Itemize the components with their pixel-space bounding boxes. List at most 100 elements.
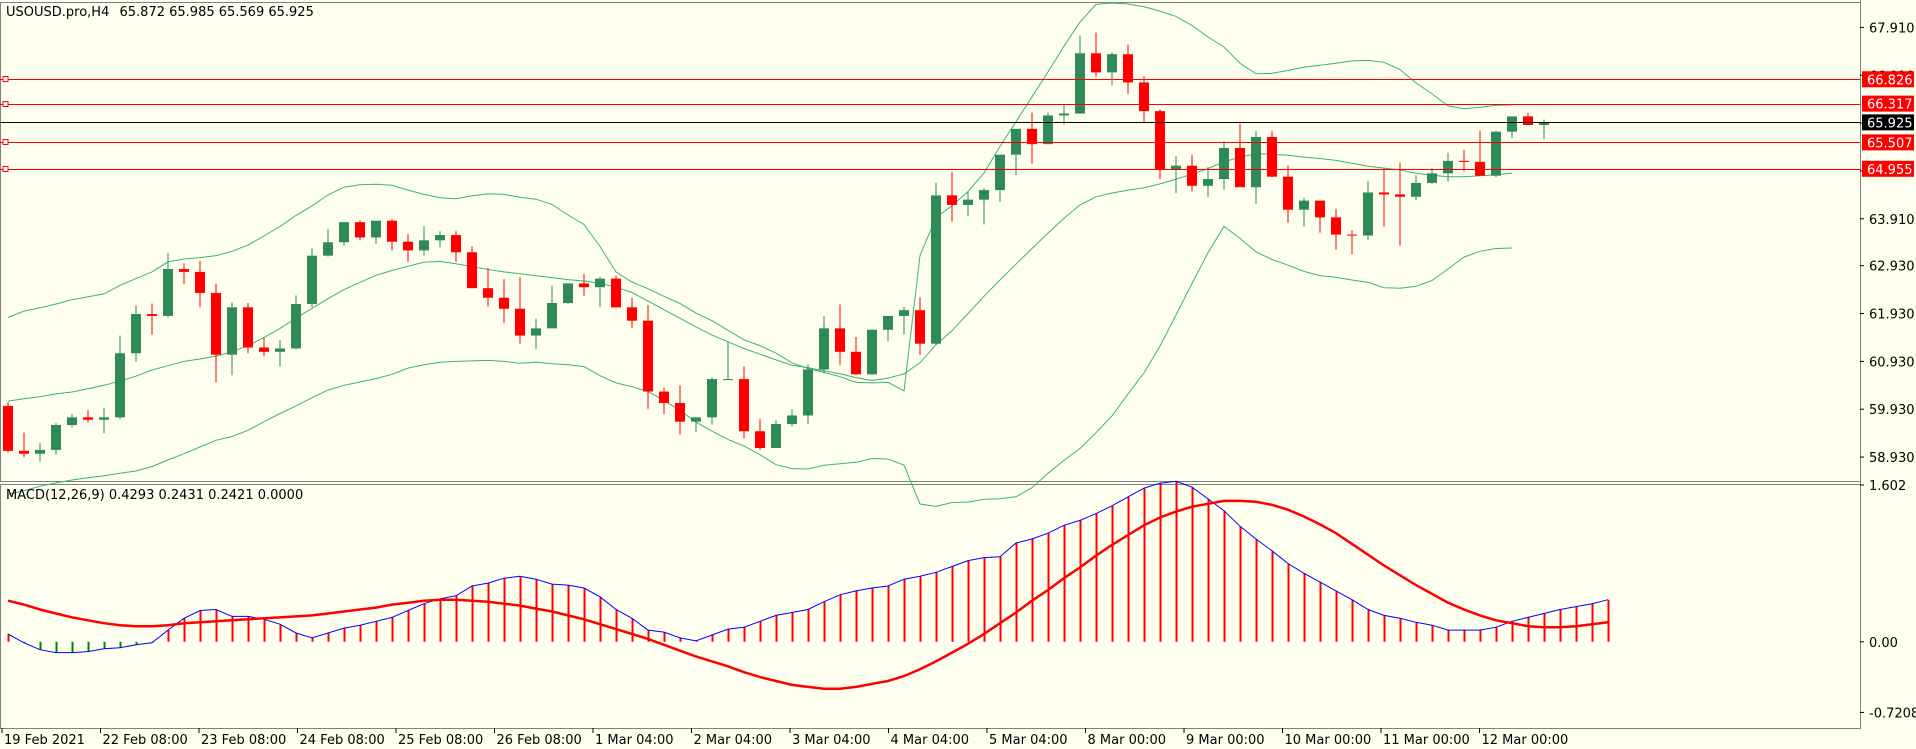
candle <box>1507 116 1517 139</box>
level-line-anchor <box>2 101 9 107</box>
candle-body <box>1475 161 1485 176</box>
candle <box>467 246 477 289</box>
candle-body <box>35 449 45 454</box>
candle-body <box>1379 192 1389 195</box>
candle <box>499 279 509 324</box>
candle-body <box>963 199 973 205</box>
candle-body <box>1043 115 1053 145</box>
level-line-anchor <box>2 166 9 172</box>
candle-body <box>163 269 173 316</box>
candle-body <box>323 242 333 256</box>
candle-body <box>1411 182 1421 197</box>
candle <box>1299 197 1309 227</box>
price-pane[interactable] <box>0 2 1860 507</box>
candle <box>3 402 13 453</box>
level-line-anchor <box>2 76 9 82</box>
bollinger-middle-line <box>7 153 1513 402</box>
time-tick-label: 10 Mar 00:00 <box>1285 733 1372 748</box>
candle <box>1203 167 1213 197</box>
candle-body <box>1267 136 1277 177</box>
candle <box>83 410 93 423</box>
candle <box>979 188 989 225</box>
candle-body <box>371 220 381 238</box>
candle-body <box>419 240 429 251</box>
candle <box>643 304 653 409</box>
candle <box>403 234 413 262</box>
macd-signal-line <box>7 499 1609 691</box>
time-tick-label: 2 Mar 04:00 <box>694 733 773 748</box>
candle <box>563 283 573 304</box>
candle-body <box>1539 122 1549 126</box>
candle-body <box>1523 116 1533 126</box>
candle-body <box>1203 179 1213 186</box>
candle <box>1075 35 1085 115</box>
candle <box>355 220 365 241</box>
candle <box>1443 152 1453 182</box>
candle <box>547 285 557 329</box>
price-tick-label: 61.930 <box>1869 308 1915 323</box>
candle <box>1379 168 1389 227</box>
candle-body <box>595 278 605 288</box>
time-tick-label: 1 Mar 04:00 <box>595 733 674 748</box>
candle <box>1059 103 1069 125</box>
macd-title: MACD(12,26,9) 0.4293 0.2431 0.2421 0.000… <box>6 488 303 503</box>
candle-body <box>1155 111 1165 170</box>
candle <box>1331 208 1341 250</box>
price-tick-label: 62.930 <box>1869 260 1915 275</box>
candle <box>1411 175 1421 201</box>
candle <box>675 385 685 435</box>
candle-body <box>355 222 365 238</box>
candle <box>1219 141 1229 190</box>
candle <box>771 420 781 448</box>
candle-body <box>995 154 1005 191</box>
candle-body <box>259 347 269 352</box>
macd-lines <box>7 480 1609 691</box>
price-tick-label: 67.910 <box>1869 21 1915 36</box>
candle <box>1475 130 1485 176</box>
candle-body <box>1123 54 1133 83</box>
candle <box>435 231 445 248</box>
candle <box>1011 128 1021 176</box>
candle-body <box>563 283 573 304</box>
level-price-label: 64.955 <box>1867 163 1913 178</box>
candle <box>1283 165 1293 223</box>
level-price-label: 65.507 <box>1867 136 1913 151</box>
candle-body <box>1347 234 1357 236</box>
candle-body <box>1107 54 1117 73</box>
candle-body <box>787 415 797 425</box>
candle <box>291 295 301 350</box>
candle <box>515 277 525 344</box>
candle <box>787 409 797 427</box>
candle-body <box>1283 176 1293 210</box>
price-axis: 67.91066.91065.91064.91063.91062.93061.9… <box>1860 21 1915 466</box>
candle-body <box>659 391 669 404</box>
candle <box>115 335 125 420</box>
candle-body <box>3 405 13 451</box>
candle-body <box>51 425 61 450</box>
candle-body <box>1235 147 1245 188</box>
candle-body <box>867 329 877 375</box>
candle <box>963 191 973 217</box>
macd-tick-label: 1.602 <box>1869 479 1906 494</box>
level-lines[interactable] <box>0 76 1860 172</box>
candle-body <box>771 424 781 448</box>
time-tick-label: 3 Mar 04:00 <box>792 733 871 748</box>
candle-body <box>611 278 621 308</box>
candle-body <box>1427 173 1437 183</box>
level-price-box <box>1862 160 1914 177</box>
candle-body <box>675 403 685 422</box>
candle <box>1123 44 1133 94</box>
candle <box>243 303 253 354</box>
price-tick-label: 60.930 <box>1869 355 1915 370</box>
symbol-title: USOUSD.pro,H4 65.872 65.985 65.569 65.92… <box>6 5 314 20</box>
macd-histogram <box>7 481 1610 653</box>
candle-body <box>979 190 989 200</box>
price-tick-label: 59.930 <box>1869 403 1915 418</box>
candlesticks <box>3 32 1549 462</box>
candle <box>595 276 605 308</box>
candle <box>691 417 701 433</box>
candle <box>883 315 893 342</box>
macd-pane[interactable] <box>7 480 1610 691</box>
candle <box>819 315 829 374</box>
